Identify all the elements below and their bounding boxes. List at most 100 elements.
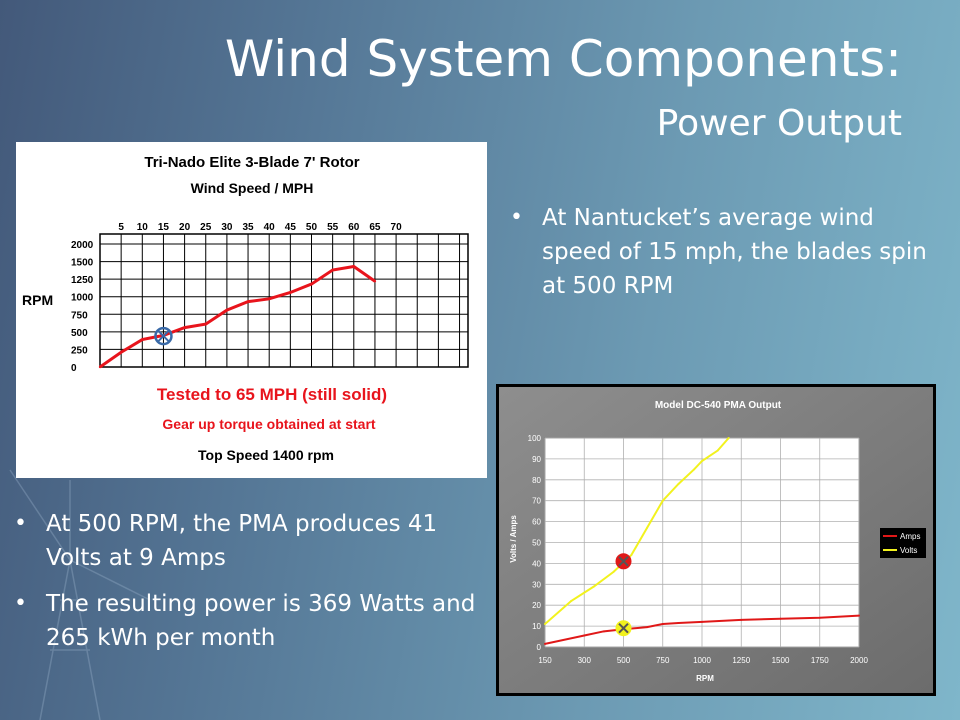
pma-output-chart: Model DC-540 PMA Output Volts / Amps RPM… <box>499 387 933 693</box>
chart2-x-tick-label: 300 <box>578 656 592 665</box>
chart2-y-tick-label: 90 <box>532 455 541 464</box>
chart1-x-tick-label: 10 <box>137 222 149 233</box>
chart1-x-tick-label: 45 <box>285 222 297 233</box>
chart1-data-point <box>119 351 123 354</box>
chart2-x-tick-label: 1000 <box>693 656 711 665</box>
chart2-data-point <box>661 623 664 626</box>
chart1-y-tick-label: 2000 <box>71 240 94 251</box>
chart1-data-point <box>373 280 377 283</box>
chart2-data-point <box>646 526 649 529</box>
rotor-rpm-chart-svg: Tri-Nado Elite 3-Blade 7' Rotor Wind Spe… <box>22 154 469 463</box>
chart2-points <box>544 437 860 645</box>
bullet-item: The resulting power is 369 Watts and 265… <box>12 587 487 655</box>
chart1-rpm-line <box>99 264 376 369</box>
chart1-ylabel: RPM <box>22 292 53 308</box>
pma-output-chart-svg: Model DC-540 PMA Output Volts / Amps RPM… <box>499 387 933 693</box>
x-marker-icon <box>615 553 632 570</box>
chart1-note-tested: Tested to 65 MPH (still solid) <box>157 385 387 404</box>
chart1-note-torque: Gear up torque obtained at start <box>162 416 375 432</box>
chart2-data-point <box>701 459 703 462</box>
chart2-y-ticks: 0 10 20 30 40 50 60 70 80 90 100 <box>528 434 542 652</box>
chart1-data-point <box>141 338 144 341</box>
chart2-data-point <box>612 570 615 573</box>
chart1-data-point <box>352 265 355 268</box>
chart1-x-tick-label: 25 <box>200 222 212 233</box>
chart1-y-tick-label: 1000 <box>71 293 94 304</box>
slide-subtitle: Power Output <box>656 103 902 144</box>
chart2-markers <box>615 553 632 637</box>
pma-output-chart-frame: Model DC-540 PMA Output Volts / Amps RPM… <box>496 384 936 696</box>
chart2-x-ticks: 150 300 500 750 1000 1250 1500 1750 2000 <box>538 656 868 665</box>
chart2-data-point <box>570 600 573 603</box>
bullet-list-right: At Nantucket’s average wind speed of 15 … <box>508 201 928 315</box>
chart2-data-point <box>593 585 596 588</box>
chart2-title: Model DC-540 PMA Output <box>655 400 782 411</box>
chart1-title: Tri-Nado Elite 3-Blade 7' Rotor <box>144 154 359 171</box>
slide-title: Wind System Components: <box>224 30 902 88</box>
chart1-x-tick-label: 30 <box>221 222 233 233</box>
chart2-data-point <box>602 630 605 633</box>
chart1-data-point <box>246 300 250 303</box>
chart1-plot-border <box>99 233 469 368</box>
chart2-volts-line <box>544 437 730 625</box>
chart1-x-tick-label: 65 <box>369 222 381 233</box>
chart2-data-point <box>646 626 649 629</box>
chart2-legend: Amps Volts <box>880 528 926 558</box>
chart2-data-point <box>544 623 546 626</box>
chart1-x-tick-label: 50 <box>306 222 318 233</box>
chart2-y-tick-label: 10 <box>532 622 541 631</box>
chart2-x-tick-label: 2000 <box>850 656 868 665</box>
chart1-data-point <box>225 308 229 312</box>
legend-label-volts: Volts <box>900 546 917 555</box>
chart1-y-tick-label: 1250 <box>71 275 94 286</box>
chart2-x-tick-label: 1250 <box>732 656 750 665</box>
chart2-y-tick-label: 50 <box>532 539 541 548</box>
chart2-y-tick-label: 30 <box>532 580 541 589</box>
chart1-grid <box>99 233 469 368</box>
chart1-y-tick-label: 500 <box>71 328 88 339</box>
chart1-data-point <box>204 322 207 326</box>
chart2-data-point <box>818 616 821 619</box>
chart2-grid <box>544 437 860 648</box>
chart2-amps-line <box>544 614 860 645</box>
chart1-y-tick-label: 0 <box>71 363 77 374</box>
chart1-x-tick-label: 55 <box>327 222 339 233</box>
chart2-data-point <box>693 468 696 471</box>
chart2-y-tick-label: 20 <box>532 601 541 610</box>
chart1-data-point <box>267 297 271 301</box>
chart1-data-point <box>98 365 102 369</box>
chart2-x-tick-label: 1750 <box>811 656 829 665</box>
chart1-x-tick-label: 60 <box>348 222 360 233</box>
chart2-y-tick-label: 80 <box>532 476 541 485</box>
chart2-x-tick-label: 750 <box>656 656 670 665</box>
chart2-x-tick-label: 1500 <box>772 656 790 665</box>
chart1-y-tick-label: 750 <box>71 310 88 321</box>
chart1-xlabel: Wind Speed / MPH <box>191 180 314 196</box>
chart2-data-point <box>661 499 664 502</box>
chart1-x-tick-label: 35 <box>242 222 254 233</box>
chart2-y-tick-label: 40 <box>532 559 541 568</box>
chart2-data-point <box>858 614 860 617</box>
legend-label-amps: Amps <box>900 532 920 541</box>
chart2-data-point <box>583 634 586 637</box>
chart1-x-tick-label: 70 <box>391 222 403 233</box>
chart1-x-ticks: 5 10 15 20 25 30 35 40 45 50 55 60 65 70 <box>118 222 402 233</box>
chart2-x-tick-label: 150 <box>538 656 552 665</box>
chart1-data-point <box>310 282 313 286</box>
crosshair-marker-icon <box>154 326 173 346</box>
chart2-data-point <box>677 482 680 485</box>
chart1-data-point <box>289 291 292 294</box>
chart2-data-point <box>677 621 680 624</box>
chart2-y-tick-label: 60 <box>532 518 541 527</box>
chart1-y-ticks: 2000 1500 1250 1000 750 500 250 0 <box>71 240 94 374</box>
chart2-data-point <box>779 617 782 620</box>
chart2-data-point <box>630 554 633 557</box>
chart1-data-point <box>331 268 334 272</box>
chart1-x-tick-label: 5 <box>118 222 124 233</box>
chart2-data-point <box>544 642 546 645</box>
chart2-data-point <box>701 620 703 623</box>
chart1-y-tick-label: 1500 <box>71 258 94 269</box>
chart1-x-tick-label: 15 <box>158 222 170 233</box>
chart2-y-tick-label: 0 <box>537 643 542 652</box>
bullet-item: At 500 RPM, the PMA produces 41 Volts at… <box>12 507 487 575</box>
